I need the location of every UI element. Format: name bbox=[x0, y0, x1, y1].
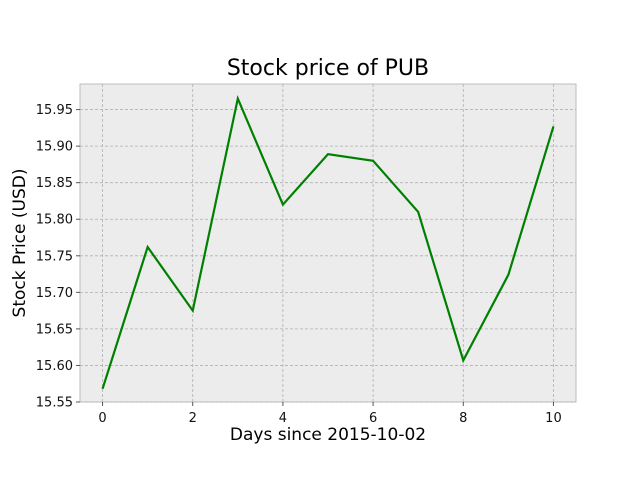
x-axis-title: Days since 2015-10-02 bbox=[230, 425, 426, 445]
y-tick-label: 15.90 bbox=[36, 140, 73, 155]
y-tick-label: 15.75 bbox=[36, 249, 73, 264]
x-tick-label: 10 bbox=[545, 411, 562, 426]
y-tick-label: 15.85 bbox=[36, 176, 73, 191]
x-tick-label: 8 bbox=[459, 411, 467, 426]
y-tick-label: 15.80 bbox=[36, 213, 73, 228]
x-tick-label: 0 bbox=[98, 411, 106, 426]
y-tick-label: 15.55 bbox=[36, 396, 73, 411]
y-tick-label: 15.95 bbox=[36, 103, 73, 118]
series-layer bbox=[101, 94, 555, 390]
chart-title: Stock price of PUB bbox=[227, 56, 429, 81]
y-tick-label: 15.60 bbox=[36, 359, 73, 374]
x-tick-label: 4 bbox=[279, 411, 287, 426]
tick-layer: 0 2 4 6 8 10 15.55 15.60 15.65 15.70 15.75 15.80 15.… bbox=[36, 103, 562, 426]
y-tick-label: 15.70 bbox=[36, 286, 73, 301]
series-line bbox=[101, 94, 555, 390]
x-tick-label: 2 bbox=[189, 411, 197, 426]
plot-area bbox=[79, 83, 577, 403]
y-axis-title: Stock Price (USD) bbox=[10, 169, 30, 318]
grid-layer bbox=[80, 84, 576, 403]
y-tick-label: 15.65 bbox=[36, 322, 73, 337]
x-tick-label: 6 bbox=[369, 411, 377, 426]
